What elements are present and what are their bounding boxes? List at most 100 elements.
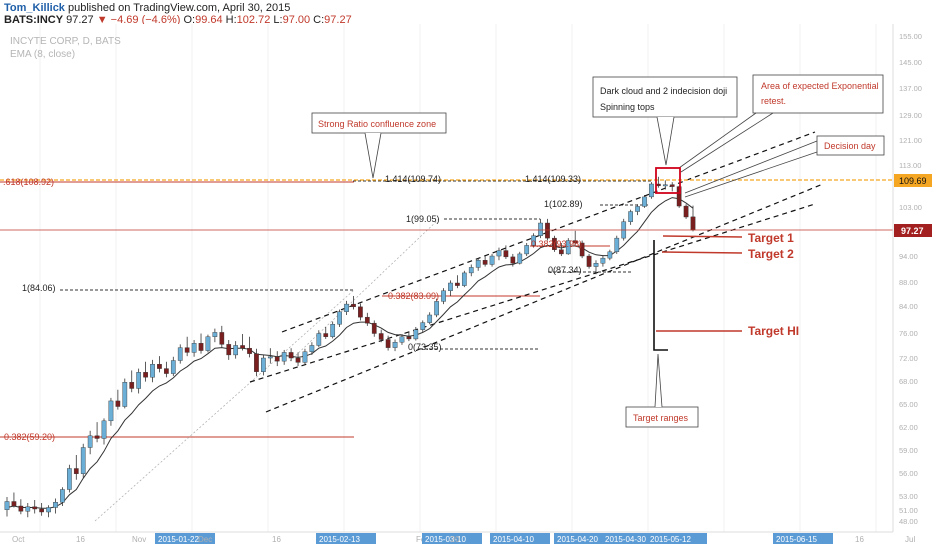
candle-body[interactable] [46,507,51,513]
candle-body[interactable] [267,356,273,359]
price-chart[interactable]: INCYTE CORP, D, BATS EMA (8, close) 155.… [0,24,932,550]
candle-body[interactable] [295,357,301,363]
candle-body[interactable] [434,301,439,316]
candle-body[interactable] [468,267,474,274]
candle-body[interactable] [649,183,654,198]
candle-body[interactable] [274,356,280,362]
candle-body[interactable] [18,505,24,512]
candle-body[interactable] [80,447,86,474]
candle-body[interactable] [67,468,72,490]
candle-body[interactable] [455,282,460,286]
candle-body[interactable] [475,260,481,268]
candle-body[interactable] [240,345,245,349]
candle-body[interactable] [11,501,17,507]
candle-body[interactable] [288,352,294,359]
candle-body[interactable] [586,255,592,267]
candle-body[interactable] [538,222,543,236]
candle-body[interactable] [496,250,502,257]
candle-body[interactable] [399,336,405,343]
candle-body[interactable] [164,368,169,374]
candle-body[interactable] [53,502,58,508]
candle-body[interactable] [420,322,426,330]
candle-body[interactable] [4,501,10,510]
candle-body[interactable] [302,351,308,363]
candle-body[interactable] [261,357,266,372]
candle-body[interactable] [364,316,370,324]
candle-body[interactable] [371,322,377,334]
candle-body[interactable] [39,508,44,513]
candle-body[interactable] [32,506,38,510]
candle-body[interactable] [150,364,155,378]
candle-body[interactable] [565,240,571,255]
candle-body[interactable] [73,468,79,474]
candle-body[interactable] [441,290,446,302]
candle-body[interactable] [247,347,252,354]
candle-body[interactable] [351,303,356,308]
candle-body[interactable] [690,216,696,231]
candle-body[interactable] [461,272,467,286]
candle-body[interactable] [683,205,689,218]
candle-body[interactable] [517,253,523,264]
candle-body[interactable] [607,251,613,259]
candle-body[interactable] [600,257,606,264]
candle-body[interactable] [309,345,315,352]
candle-body[interactable] [572,240,578,244]
candle-body[interactable] [233,345,239,356]
candle-body[interactable] [254,353,259,372]
candle-body[interactable] [635,206,640,212]
candle-body[interactable] [184,347,190,353]
candle-body[interactable] [337,311,342,325]
candle-body[interactable] [392,341,398,348]
candle-body[interactable] [358,306,363,318]
candle-body[interactable] [545,222,550,239]
candle-body[interactable] [628,211,633,222]
candle-body[interactable] [25,506,31,512]
candle-body[interactable] [157,364,162,369]
candle-body[interactable] [226,344,232,356]
candle-body[interactable] [503,250,509,258]
candle-body[interactable] [316,333,322,346]
candle-body[interactable] [191,343,197,353]
candle-body[interactable] [219,332,225,345]
candle-body[interactable] [662,184,668,187]
candle-body[interactable] [552,237,557,250]
candle-body[interactable] [330,324,336,337]
candle-body[interactable] [344,303,349,312]
candle-body[interactable] [129,382,135,389]
candle-body[interactable] [642,196,647,207]
candle-body[interactable] [143,372,148,378]
candle-body[interactable] [205,336,211,351]
candle-body[interactable] [614,237,620,253]
candle-body[interactable] [558,249,564,255]
candle-body[interactable] [198,343,204,351]
callout-decision-day[interactable] [816,135,885,156]
candle-body[interactable] [385,339,391,348]
candle-body[interactable] [170,360,176,374]
candle-body[interactable] [378,333,384,340]
candle-body[interactable] [669,184,675,187]
candle-body[interactable] [108,400,114,422]
candle-body[interactable] [531,235,536,246]
candle-body[interactable] [524,245,530,255]
candle-body[interactable] [101,420,107,439]
candle-body[interactable] [579,242,585,257]
candle-body[interactable] [406,336,412,340]
candle-body[interactable] [60,489,65,503]
candle-body[interactable] [136,372,142,389]
candle-body[interactable] [115,400,121,407]
candle-body[interactable] [87,435,93,448]
candle-body[interactable] [212,332,218,337]
candle-body[interactable] [427,314,433,323]
candle-body[interactable] [448,282,453,291]
candle-body[interactable] [510,256,516,264]
candle-body[interactable] [281,352,287,362]
candle-body[interactable] [94,435,100,439]
candle-body[interactable] [482,260,488,265]
callout-area-expected[interactable] [752,74,884,114]
candle-body[interactable] [177,347,183,361]
author-link[interactable]: Tom_Killick [4,2,65,14]
candle-body[interactable] [489,255,495,265]
candle-body[interactable] [413,329,419,340]
candle-body[interactable] [593,263,599,267]
candle-body[interactable] [323,333,329,337]
